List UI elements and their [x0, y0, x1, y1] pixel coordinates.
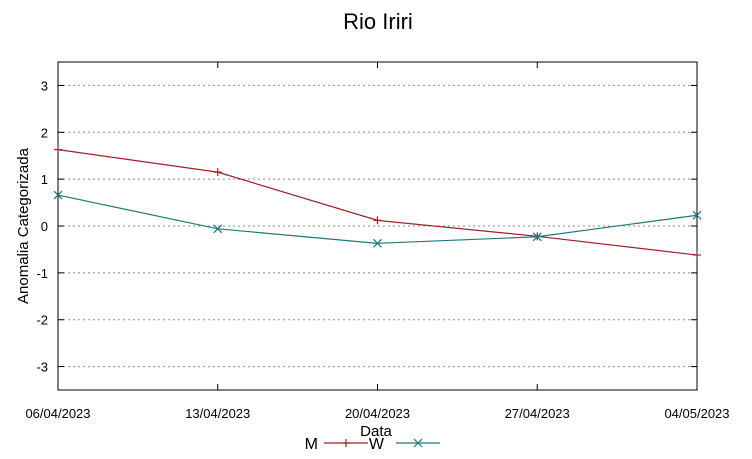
- plus-marker: [54, 145, 62, 154]
- y-axis-ticks: 3 2 1 0 -1 -2 -3: [36, 78, 697, 375]
- y-tick-label: -2: [36, 313, 48, 328]
- cross-marker: [413, 438, 423, 448]
- x-tick-label: 13/04/2023: [185, 406, 250, 421]
- y-tick-label: -3: [36, 360, 48, 375]
- plus-marker: [373, 216, 382, 225]
- grid-lines: [58, 84, 697, 368]
- y-tick-label: 2: [41, 125, 48, 140]
- x-axis-ticks: 06/04/2023 13/04/2023 20/04/2023 27/04/2023…: [25, 62, 730, 421]
- series-w: [53, 190, 702, 248]
- legend-item-w: W: [369, 436, 440, 453]
- plus-marker: [693, 251, 701, 260]
- cross-marker: [532, 232, 542, 242]
- series-layer: [53, 145, 702, 260]
- y-axis-label: Anomalia Categorizada: [15, 147, 32, 304]
- legend-label: W: [369, 436, 385, 453]
- cross-marker: [373, 238, 382, 248]
- x-tick-label: 06/04/2023: [25, 406, 90, 421]
- legend-label: M: [305, 436, 318, 453]
- plus-marker: [213, 168, 222, 177]
- series-m: [54, 145, 701, 260]
- series-line: [57, 149, 698, 256]
- y-tick-label: -1: [36, 266, 48, 281]
- chart-title: Rio Iriri: [343, 9, 413, 34]
- x-tick-label: 20/04/2023: [345, 406, 410, 421]
- y-tick-label: 1: [41, 172, 48, 187]
- legend-item-m: M: [305, 436, 368, 453]
- y-tick-label: 0: [41, 219, 48, 234]
- plus-marker: [342, 439, 350, 447]
- y-tick-label: 3: [41, 78, 48, 93]
- plot-frame: [57, 61, 698, 391]
- x-tick-label: 27/04/2023: [505, 406, 570, 421]
- cross-marker: [213, 224, 223, 234]
- cross-marker: [53, 190, 63, 200]
- x-tick-label: 04/05/2023: [664, 406, 729, 421]
- x-axis-label: Data: [360, 423, 392, 440]
- cross-marker: [692, 210, 702, 220]
